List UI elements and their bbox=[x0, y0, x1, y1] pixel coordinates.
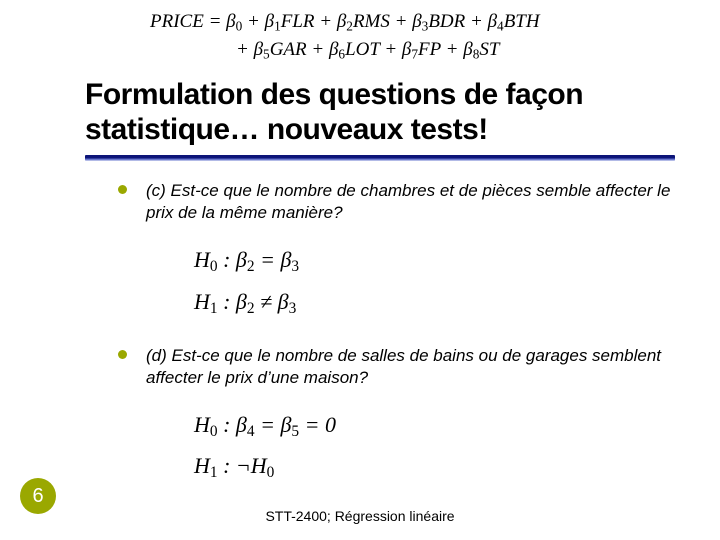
title-block: Formulation des questions de façon stati… bbox=[85, 78, 692, 161]
model-equation: PRICE = β0 + β1FLR + β2RMS + β3BDR + β4B… bbox=[150, 8, 540, 63]
h1-d: H1 : ¬H0 bbox=[194, 446, 680, 487]
bullet-item-d: (d) Est-ce que le nombre de salles de ba… bbox=[118, 345, 680, 389]
bullet-icon bbox=[118, 350, 127, 359]
h1-c: H1 : β2 ≠ β3 bbox=[194, 282, 680, 323]
equation-line-1: PRICE = β0 + β1FLR + β2RMS + β3BDR + β4B… bbox=[150, 8, 540, 36]
bullet-item-c: (c) Est-ce que le nombre de chambres et … bbox=[118, 180, 680, 224]
item-c-text: (c) Est-ce que le nombre de chambres et … bbox=[146, 180, 680, 224]
equation-line-2: + β5GAR + β6LOT + β7FP + β8ST bbox=[150, 36, 540, 64]
h0-d: H0 : β4 = β5 = 0 bbox=[194, 405, 680, 446]
hypotheses-d: H0 : β4 = β5 = 0 H1 : ¬H0 bbox=[118, 405, 680, 488]
hypotheses-c: H0 : β2 = β3 H1 : β2 ≠ β3 bbox=[118, 240, 680, 323]
slide-title: Formulation des questions de façon stati… bbox=[85, 78, 692, 147]
item-d-text: (d) Est-ce que le nombre de salles de ba… bbox=[146, 345, 680, 389]
bullet-icon bbox=[118, 185, 127, 194]
slide: PRICE = β0 + β1FLR + β2RMS + β3BDR + β4B… bbox=[0, 0, 720, 540]
h0-c: H0 : β2 = β3 bbox=[194, 240, 680, 281]
title-underline bbox=[85, 155, 675, 161]
content: (c) Est-ce que le nombre de chambres et … bbox=[118, 180, 680, 510]
page-number: 6 bbox=[32, 485, 43, 508]
footer: STT-2400; Régression linéaire bbox=[0, 508, 720, 524]
